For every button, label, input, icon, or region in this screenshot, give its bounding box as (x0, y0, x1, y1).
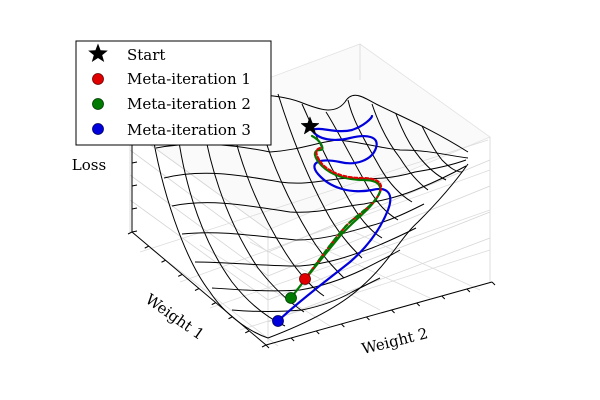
meta-iteration-3-path (276, 114, 392, 323)
weight2-tick (491, 281, 496, 286)
surface-line (171, 165, 467, 213)
legend-meta-iteration-2-icon (92, 98, 104, 110)
surface-edge (267, 163, 469, 339)
weight2-tick (340, 323, 345, 328)
legend-start-star-icon (88, 43, 108, 62)
weight1-tick (127, 231, 133, 235)
legend: Start Meta-iteration 1 Meta-iteration 2 … (75, 40, 272, 146)
surface-line (277, 93, 363, 259)
weight1-tick (178, 273, 183, 277)
surface-line (371, 103, 429, 191)
weight1-tick (144, 245, 149, 249)
axes-panes (129, 43, 491, 342)
tick-marks (127, 138, 496, 349)
loss-axis-label: Loss (72, 156, 106, 174)
weight1-tick (194, 288, 200, 291)
weight1-axis-label: Weight 1 (142, 290, 208, 343)
weight2-tick (315, 330, 320, 335)
loss-tick (131, 184, 138, 187)
weight2-axis-label: Weight 2 (360, 324, 430, 358)
weight1-tick (161, 259, 166, 263)
weight2-tick (466, 288, 471, 293)
weight2-tick (441, 295, 446, 300)
meta-iteration-1-end-marker (299, 273, 311, 285)
surface-line (194, 227, 417, 267)
meta-iteration-2-path-overlay (303, 190, 382, 281)
weight1-tick (245, 330, 250, 334)
legend-label-meta-iteration-2: Meta-iteration 2 (127, 95, 251, 113)
meta-iteration-2-path (289, 134, 382, 300)
trajectories (272, 114, 392, 327)
weight1-tick (211, 302, 216, 306)
surface-edge (149, 117, 269, 339)
weight1-tick (261, 344, 267, 348)
loss-tick (131, 207, 138, 210)
meta-iteration-2-end-marker (285, 292, 297, 304)
weight2-tick (391, 309, 395, 314)
legend-label-meta-iteration-3: Meta-iteration 3 (127, 121, 251, 139)
legend-meta-iteration-1-icon (92, 73, 104, 85)
surface-line (211, 249, 401, 292)
start-star-marker (300, 116, 320, 135)
loss-tick (131, 230, 138, 233)
weight2-axis-line (265, 281, 493, 346)
legend-meta-iteration-3-icon (92, 123, 104, 135)
weight2-tick (416, 302, 421, 307)
surface-line (231, 277, 381, 312)
weight2-tick (290, 337, 295, 342)
surface-line (395, 113, 447, 181)
legend-label-meta-iteration-1: Meta-iteration 1 (127, 70, 251, 88)
surface-line (181, 203, 425, 241)
legend-box (75, 40, 272, 146)
weight2-tick (366, 316, 370, 321)
surface-line (174, 107, 286, 327)
weight2-tick (265, 344, 270, 349)
meta-iteration-3-end-marker (272, 315, 284, 327)
legend-label-start: Start (127, 46, 165, 64)
loss-tick (131, 161, 138, 164)
